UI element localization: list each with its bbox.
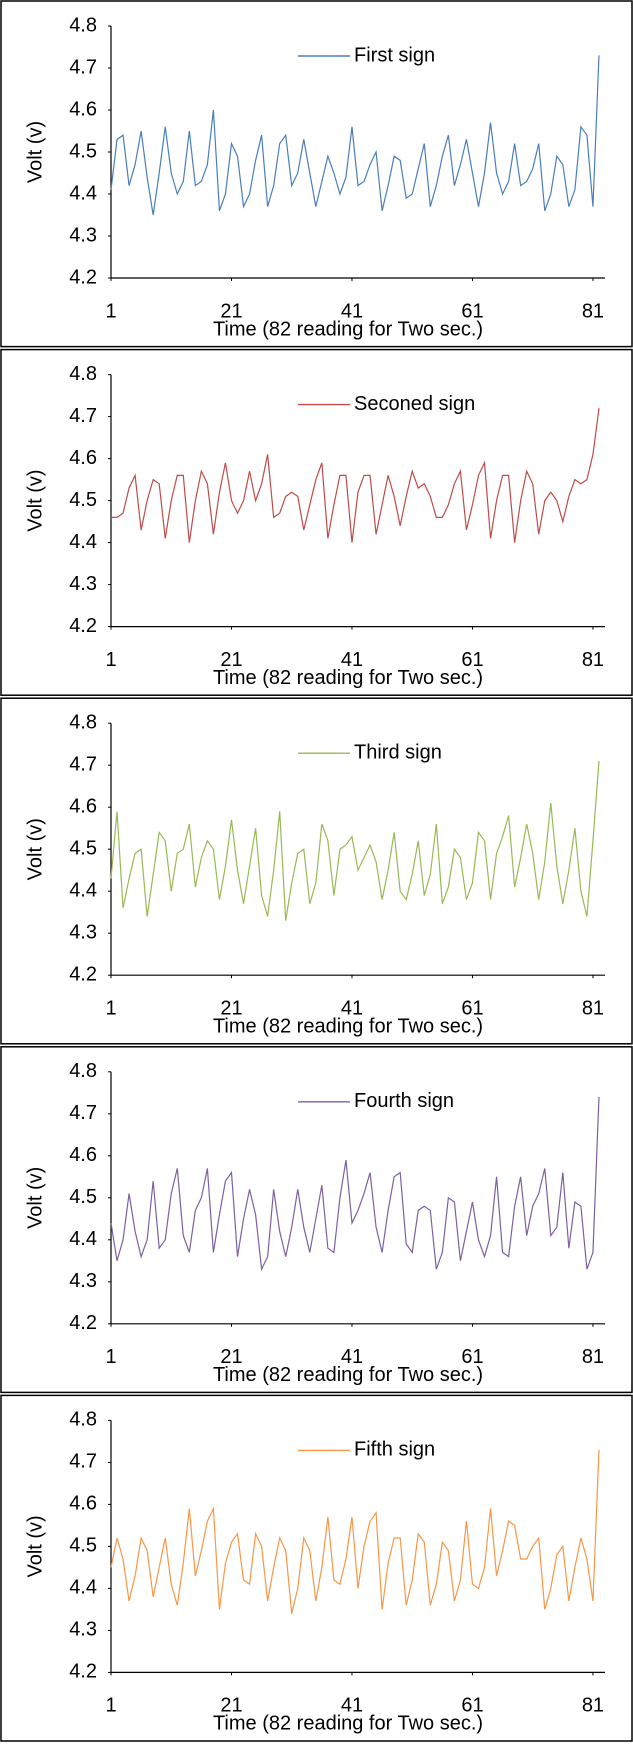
y-tick-label: 4.8 bbox=[69, 711, 97, 733]
data-line bbox=[111, 408, 600, 543]
x-tick-label: 61 bbox=[461, 300, 483, 322]
y-tick-label: 4.3 bbox=[69, 1619, 97, 1641]
x-tick-label: 61 bbox=[461, 1346, 483, 1368]
y-tick-label: 4.8 bbox=[69, 363, 97, 385]
chart-panel: 4.2 4.3 4.4 4.5 4.6 4.7 4.8 1 21 41 61 81 Time (82 r… bbox=[0, 348, 633, 696]
x-tick-label: 21 bbox=[220, 1695, 242, 1717]
legend-label: First sign bbox=[354, 44, 435, 66]
y-tick-label: 4.8 bbox=[69, 1409, 97, 1431]
panel-frame bbox=[0, 1046, 633, 1394]
x-axis-title: Time (82 reading for Two sec.) bbox=[213, 1713, 483, 1735]
x-axis-title: Time (82 reading for Two sec.) bbox=[213, 1364, 483, 1386]
x-tick-label: 81 bbox=[582, 997, 604, 1019]
y-tick-label: 4.2 bbox=[69, 963, 97, 985]
x-tick-label: 41 bbox=[341, 1346, 363, 1368]
y-tick-label: 4.6 bbox=[69, 1493, 97, 1515]
data-line bbox=[110, 55, 600, 216]
y-tick-label: 4.2 bbox=[69, 266, 97, 288]
x-tick-label: 41 bbox=[341, 300, 363, 322]
x-tick-label: 61 bbox=[461, 1695, 483, 1717]
x-tick-label: 81 bbox=[582, 649, 604, 671]
y-tick-label: 4.8 bbox=[69, 1060, 97, 1082]
y-tick-label: 4.7 bbox=[69, 405, 97, 427]
legend-label: Fifth sign bbox=[354, 1439, 435, 1461]
y-tick-label: 4.6 bbox=[69, 447, 97, 469]
x-tick-label: 61 bbox=[461, 997, 483, 1019]
x-axis-title: Time (82 reading for Two sec.) bbox=[213, 318, 483, 340]
x-axis-title: Time (82 reading for Two sec.) bbox=[213, 1015, 483, 1037]
data-line bbox=[110, 1096, 600, 1272]
x-tick-label: 81 bbox=[582, 1346, 604, 1368]
x-tick-label: 1 bbox=[105, 649, 116, 671]
panel-frame bbox=[0, 1394, 633, 1742]
y-tick-label: 4.3 bbox=[69, 1270, 97, 1292]
y-tick-label: 4.7 bbox=[69, 1451, 97, 1473]
y-axis-title: Volt (v) bbox=[24, 1167, 46, 1229]
y-axis-title: Volt (v) bbox=[24, 1515, 46, 1577]
data-line bbox=[110, 1449, 600, 1614]
x-tick-label: 21 bbox=[220, 649, 242, 671]
y-tick-label: 4.5 bbox=[69, 1535, 97, 1557]
y-tick-label: 4.3 bbox=[69, 921, 97, 943]
panel-frame bbox=[0, 0, 633, 348]
y-tick-label: 4.4 bbox=[69, 1228, 97, 1250]
y-tick-label: 4.5 bbox=[69, 489, 97, 511]
y-tick-label: 4.7 bbox=[69, 56, 97, 78]
y-tick-label: 4.4 bbox=[69, 1577, 97, 1599]
x-tick-label: 61 bbox=[461, 649, 483, 671]
legend-label: Fourth sign bbox=[354, 1090, 454, 1112]
y-tick-label: 4.2 bbox=[69, 1312, 97, 1334]
y-tick-label: 4.7 bbox=[69, 1102, 97, 1124]
chart-panel: 4.2 4.3 4.4 4.5 4.6 4.7 4.8 1 21 41 61 81 Time (82 r… bbox=[0, 1046, 633, 1394]
y-tick-label: 4.8 bbox=[69, 14, 97, 36]
x-tick-label: 81 bbox=[582, 1695, 604, 1717]
chart-panel: 4.2 4.3 4.4 4.5 4.6 4.7 4.8 1 21 41 61 81 Time (82 r… bbox=[0, 0, 633, 348]
x-tick-label: 21 bbox=[220, 1346, 242, 1368]
y-tick-label: 4.6 bbox=[69, 795, 97, 817]
legend-label: Seconed sign bbox=[354, 393, 475, 415]
x-tick-label: 81 bbox=[582, 300, 604, 322]
x-tick-label: 41 bbox=[341, 649, 363, 671]
x-tick-label: 1 bbox=[105, 1695, 116, 1717]
y-tick-label: 4.3 bbox=[69, 224, 97, 246]
x-tick-label: 21 bbox=[220, 997, 242, 1019]
y-tick-label: 4.5 bbox=[69, 140, 97, 162]
x-axis-title: Time (82 reading for Two sec.) bbox=[213, 667, 483, 689]
y-tick-label: 4.5 bbox=[69, 1186, 97, 1208]
y-tick-label: 4.6 bbox=[69, 98, 97, 120]
y-tick-label: 4.2 bbox=[69, 1661, 97, 1683]
y-tick-label: 4.3 bbox=[69, 573, 97, 595]
chart-panel: 4.2 4.3 4.4 4.5 4.6 4.7 4.8 1 21 41 61 81 Time (82 r… bbox=[0, 1394, 633, 1742]
panel-frame bbox=[0, 697, 633, 1045]
y-tick-label: 4.2 bbox=[69, 615, 97, 637]
y-axis-title: Volt (v) bbox=[24, 469, 46, 531]
y-axis-title: Volt (v) bbox=[24, 818, 46, 880]
y-tick-label: 4.4 bbox=[69, 879, 97, 901]
y-tick-label: 4.5 bbox=[69, 837, 97, 859]
x-tick-label: 1 bbox=[105, 997, 116, 1019]
y-axis-title: Volt (v) bbox=[24, 121, 46, 183]
panel-frame bbox=[0, 348, 633, 696]
x-tick-label: 1 bbox=[105, 1346, 116, 1368]
legend-label: Third sign bbox=[354, 741, 442, 763]
y-tick-label: 4.4 bbox=[69, 531, 97, 553]
y-tick-label: 4.6 bbox=[69, 1144, 97, 1166]
chart-panel: 4.2 4.3 4.4 4.5 4.6 4.7 4.8 1 21 41 61 81 Time (82 r… bbox=[0, 697, 633, 1045]
x-tick-label: 41 bbox=[341, 1695, 363, 1717]
x-tick-label: 1 bbox=[105, 300, 116, 322]
data-line bbox=[110, 760, 600, 921]
y-tick-label: 4.4 bbox=[69, 182, 97, 204]
x-tick-label: 41 bbox=[341, 997, 363, 1019]
y-tick-label: 4.7 bbox=[69, 753, 97, 775]
x-tick-label: 21 bbox=[220, 300, 242, 322]
